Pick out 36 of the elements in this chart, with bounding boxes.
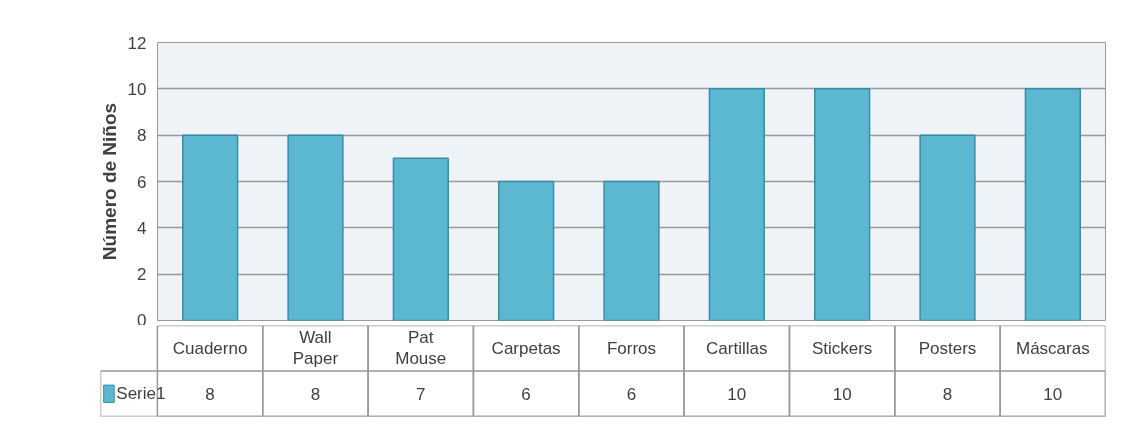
x-tick-label: Posters [918,338,977,358]
bar [392,157,449,321]
x-tick-label: Cuaderno [172,338,248,358]
bar [814,88,871,321]
data-label: 8 [942,384,953,404]
bar [1024,88,1081,321]
bar [498,180,555,321]
x-tick-label: Cartillas [706,338,768,358]
bar [708,88,765,321]
x-tick-label: Wall Paper [292,328,339,369]
x-tick-label: Pat Mouse [395,328,447,369]
legend-label: Serie1 [116,384,166,404]
data-label: 8 [310,384,321,404]
y-axis-title: Número de Niños [98,102,120,261]
y-tick-label: 2 [137,265,147,285]
y-tick-label: 6 [137,172,147,192]
data-label: 10 [727,384,747,404]
y-tick-label: 4 [137,218,147,238]
bar [919,134,976,321]
y-tick-label: 10 [127,79,147,99]
data-label: 10 [1043,384,1063,404]
x-tick-label: Carpetas [491,338,561,358]
data-label: 8 [205,384,215,404]
x-tick-label: Stickers [811,338,873,358]
x-tick-label: Máscaras [1015,338,1090,358]
y-tick-label: 8 [137,126,147,146]
data-label: 10 [832,384,852,404]
bar [182,134,239,321]
bar [603,180,660,321]
data-label: 6 [521,384,531,404]
y-tick-label: 12 [127,33,147,53]
data-label: 7 [416,384,426,404]
bar [287,134,344,321]
data-label: 6 [626,384,637,404]
x-tick-label: Forros [606,338,657,358]
y-tick-label: 0 [137,310,147,330]
